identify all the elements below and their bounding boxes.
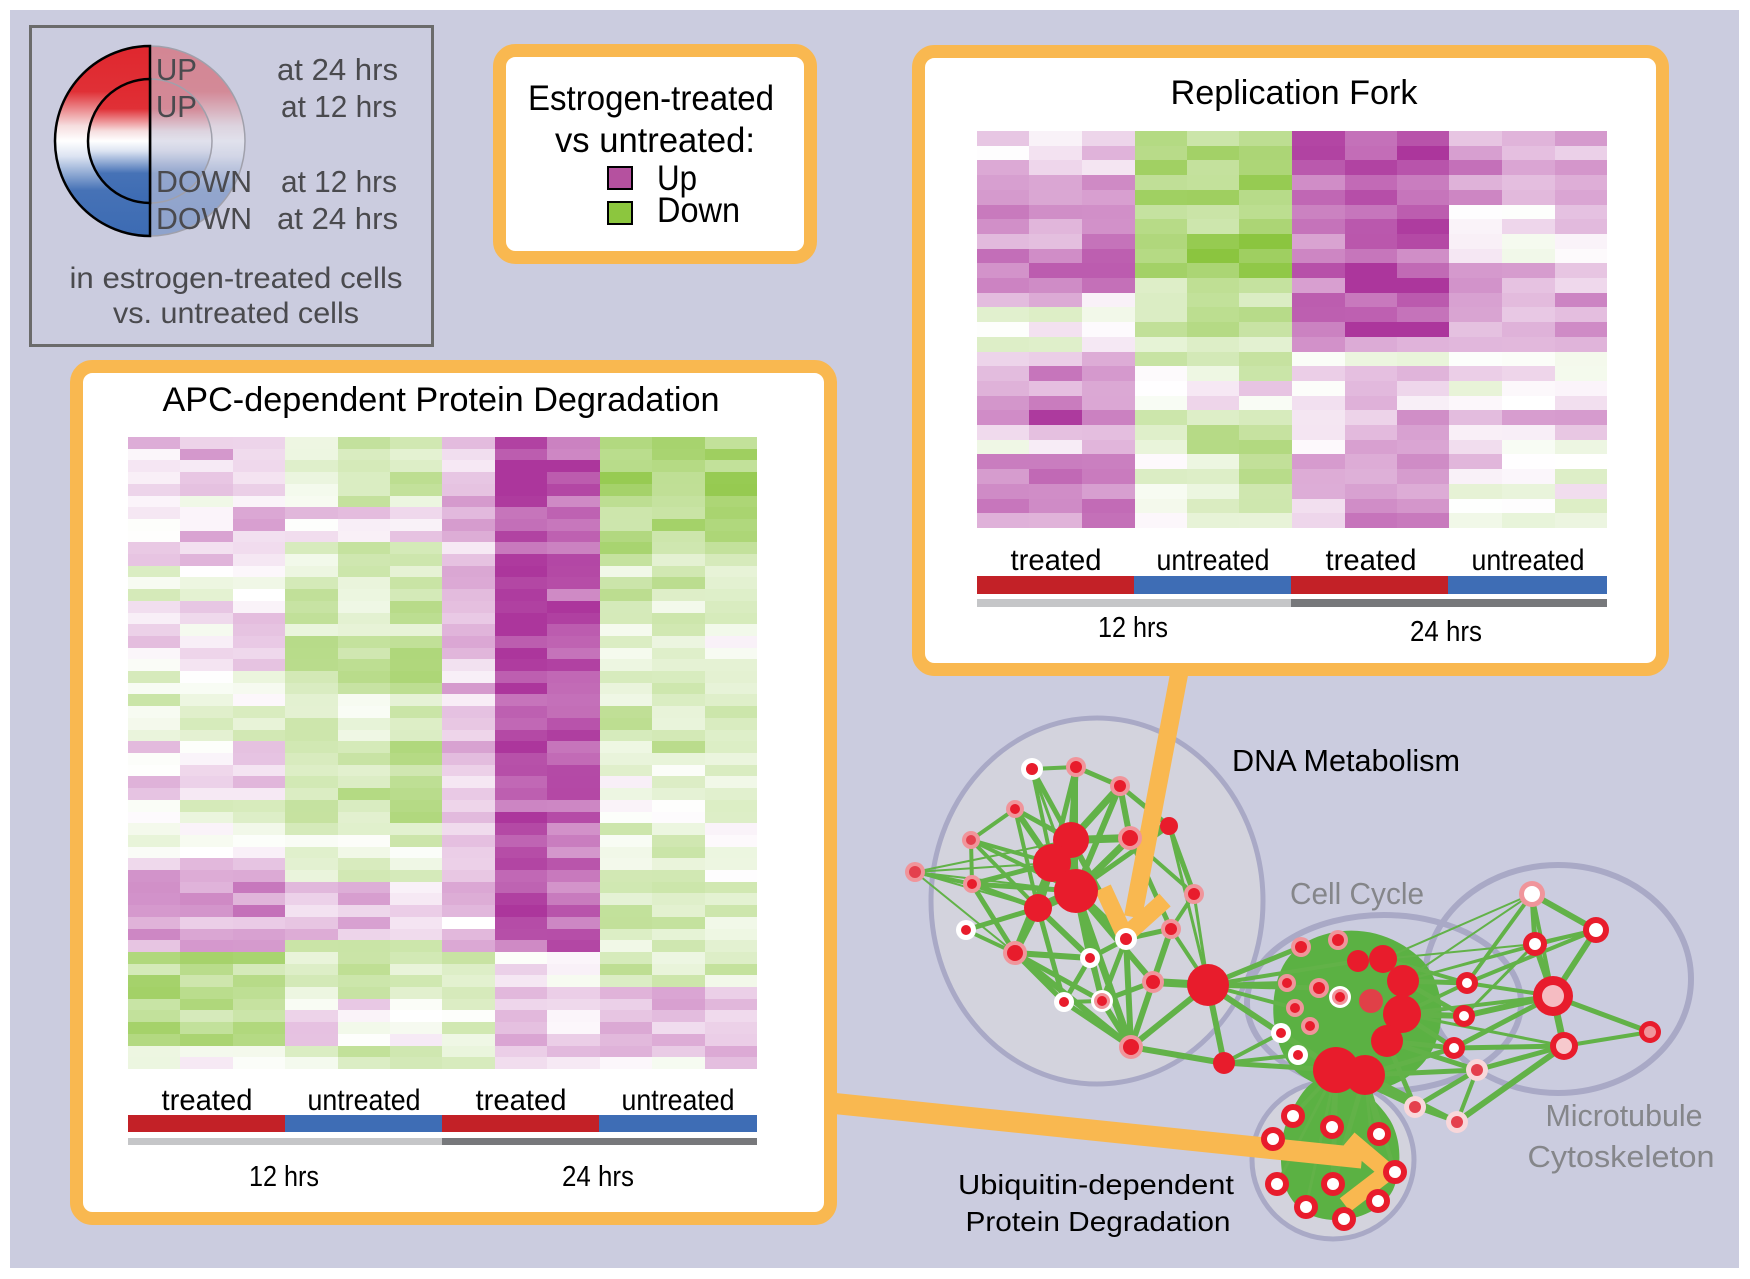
svg-text:vs. untreated cells: vs. untreated cells	[113, 297, 359, 330]
svg-text:in estrogen-treated cells: in estrogen-treated cells	[70, 262, 403, 295]
svg-text:APC-dependent Protein Degradat: APC-dependent Protein Degradation	[163, 381, 720, 419]
svg-text:Cell Cycle: Cell Cycle	[1290, 877, 1424, 911]
svg-text:UP: UP	[156, 52, 197, 87]
svg-text:untreated: untreated	[1157, 544, 1270, 577]
svg-text:24 hrs: 24 hrs	[1410, 616, 1482, 648]
svg-text:Ubiquitin-dependent: Ubiquitin-dependent	[958, 1169, 1234, 1200]
svg-text:24 hrs: 24 hrs	[562, 1161, 634, 1193]
svg-text:at 24 hrs: at 24 hrs	[277, 201, 398, 236]
svg-text:DOWN: DOWN	[156, 201, 252, 236]
svg-text:untreated: untreated	[1472, 544, 1585, 577]
svg-text:DNA Metabolism: DNA Metabolism	[1232, 743, 1460, 778]
svg-text:treated: treated	[1011, 544, 1102, 577]
svg-text:Down: Down	[657, 191, 740, 230]
svg-text:treated: treated	[162, 1084, 253, 1117]
svg-text:12 hrs: 12 hrs	[249, 1161, 319, 1193]
svg-text:at 12 hrs: at 12 hrs	[281, 164, 397, 199]
svg-text:untreated: untreated	[622, 1084, 735, 1117]
svg-text:Microtubule: Microtubule	[1546, 1098, 1703, 1133]
svg-text:DOWN: DOWN	[156, 164, 252, 199]
svg-text:UP: UP	[156, 89, 197, 124]
svg-text:treated: treated	[476, 1084, 567, 1117]
svg-text:Cytoskeleton: Cytoskeleton	[1528, 1139, 1715, 1174]
svg-text:Protein Degradation: Protein Degradation	[966, 1206, 1231, 1237]
svg-text:Estrogen-treated: Estrogen-treated	[528, 79, 774, 118]
svg-text:treated: treated	[1326, 544, 1417, 577]
svg-text:vs untreated:: vs untreated:	[555, 121, 755, 160]
svg-text:12 hrs: 12 hrs	[1098, 612, 1168, 644]
svg-text:Up: Up	[657, 159, 697, 198]
svg-text:at 24 hrs: at 24 hrs	[277, 52, 398, 87]
svg-text:Replication Fork: Replication Fork	[1171, 74, 1419, 112]
svg-text:untreated: untreated	[308, 1084, 421, 1117]
svg-text:at 12 hrs: at 12 hrs	[281, 89, 397, 124]
